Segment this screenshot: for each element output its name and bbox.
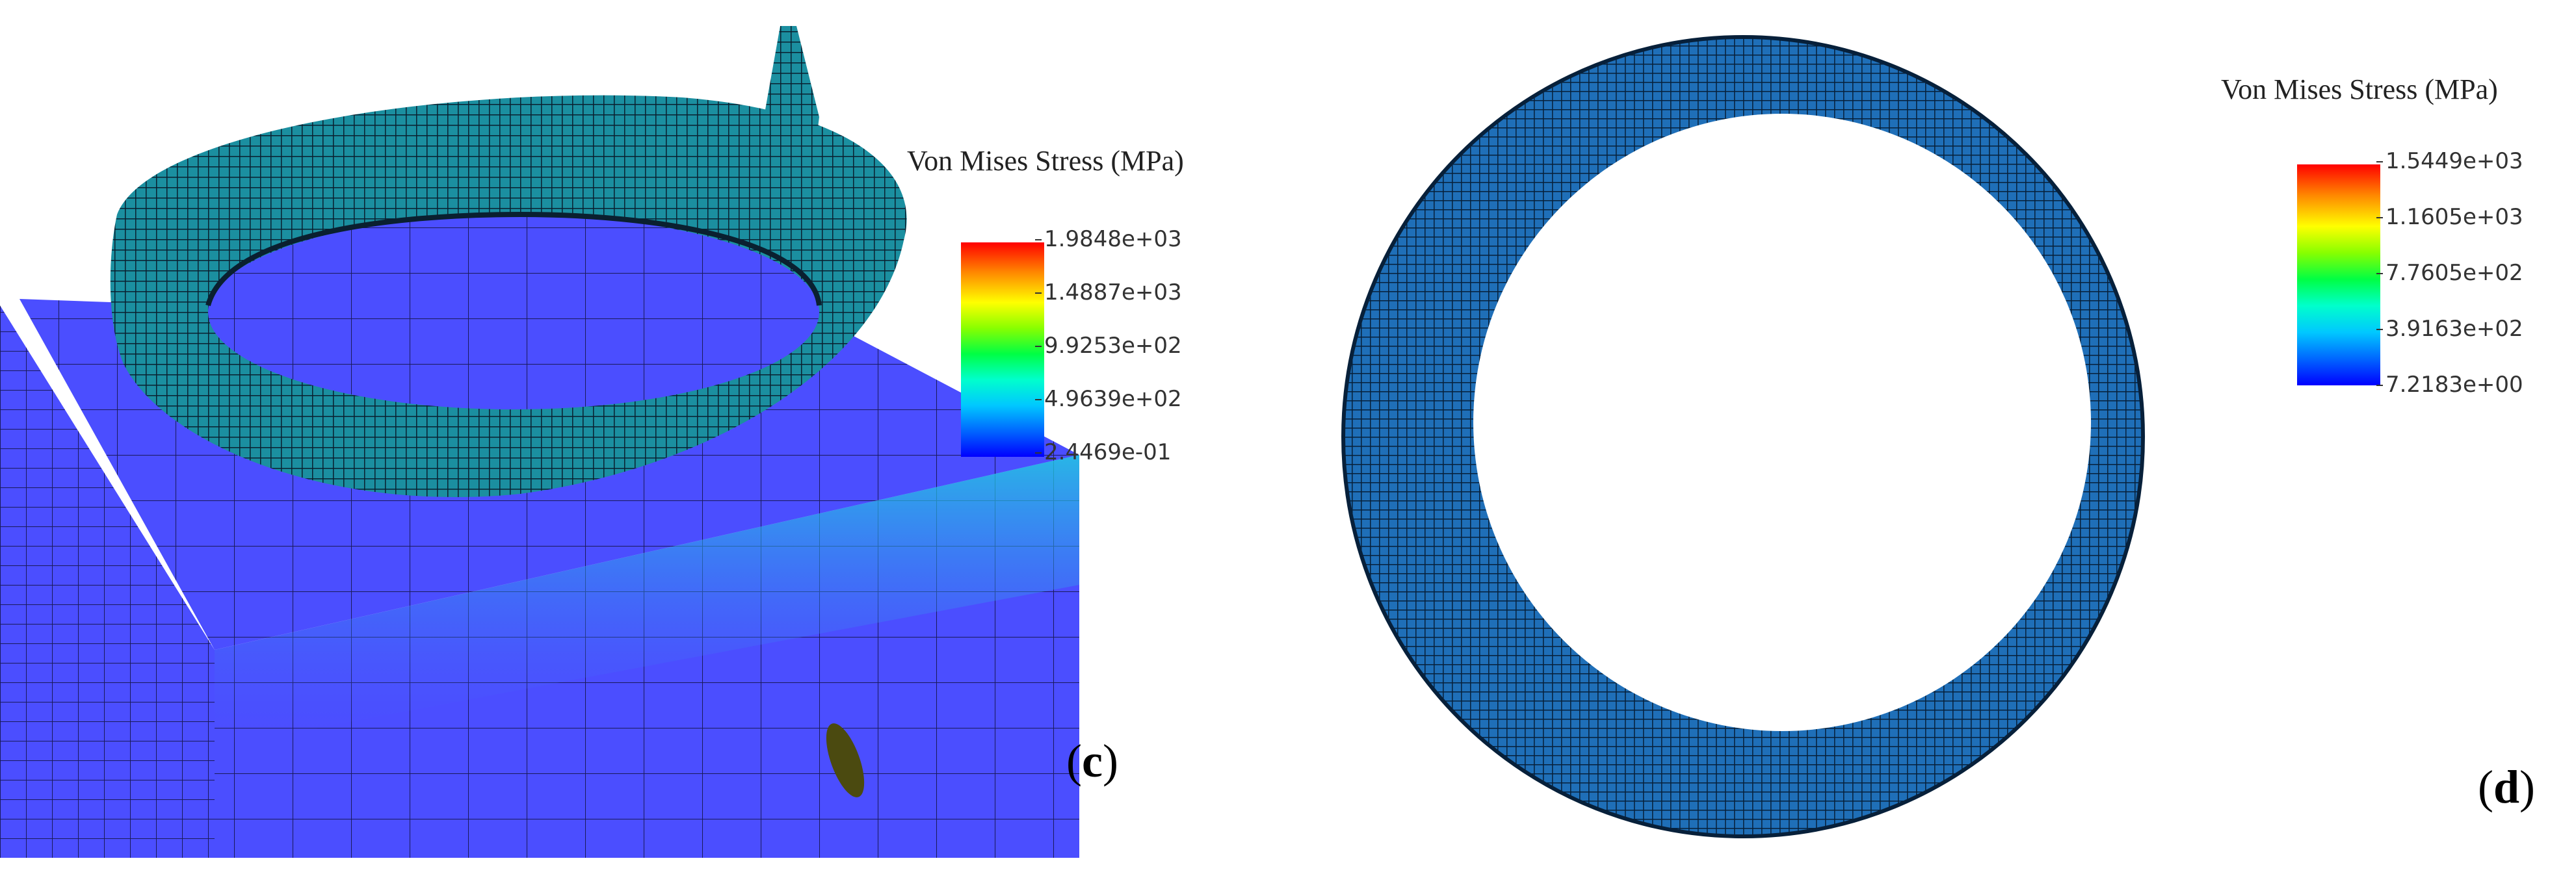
mesh-model-c <box>0 26 1079 858</box>
legend-title-c: Von Mises Stress (MPa) <box>907 145 1184 177</box>
legend-tick-c-3: 4.9639e+02 <box>1035 386 1182 412</box>
panel-label-c: (c) <box>1066 735 1118 787</box>
legend-tick-c-2: 9.9253e+02 <box>1035 333 1182 359</box>
mesh-model-d <box>1341 35 2145 838</box>
panel-label-d: (d) <box>2478 761 2536 813</box>
legend-tick-c-0: 1.9848e+03 <box>1035 226 1182 252</box>
ring-inner-floor <box>208 214 819 409</box>
panel-c: Von Mises Stress (MPa) 1.9848e+03 1.4887… <box>0 26 1184 858</box>
marker-ellipse <box>826 723 865 797</box>
legend-tick-d-0: 1.5449e+03 <box>2376 148 2523 174</box>
legend-colorbar-c <box>961 242 1044 457</box>
legend-tick-d-1: 1.1605e+03 <box>2376 204 2523 230</box>
block-front-face <box>0 305 215 858</box>
legend-tick-c-1: 1.4887e+03 <box>1035 279 1182 305</box>
legend-tick-d-4: 7.2183e+00 <box>2376 372 2523 398</box>
panel-d: Von Mises Stress (MPa) 1.5449e+03 1.1605… <box>1288 0 2576 876</box>
legend-colorbar-d <box>2297 164 2380 385</box>
spike <box>761 26 819 169</box>
legend-title-d: Von Mises Stress (MPa) <box>2221 73 2498 105</box>
ring-hole <box>1473 114 2091 731</box>
legend-tick-d-2: 7.7605e+02 <box>2376 260 2523 286</box>
legend-tick-c-4: 2.4469e-01 <box>1034 439 1172 465</box>
legend-tick-d-3: 3.9163e+02 <box>2376 316 2523 342</box>
